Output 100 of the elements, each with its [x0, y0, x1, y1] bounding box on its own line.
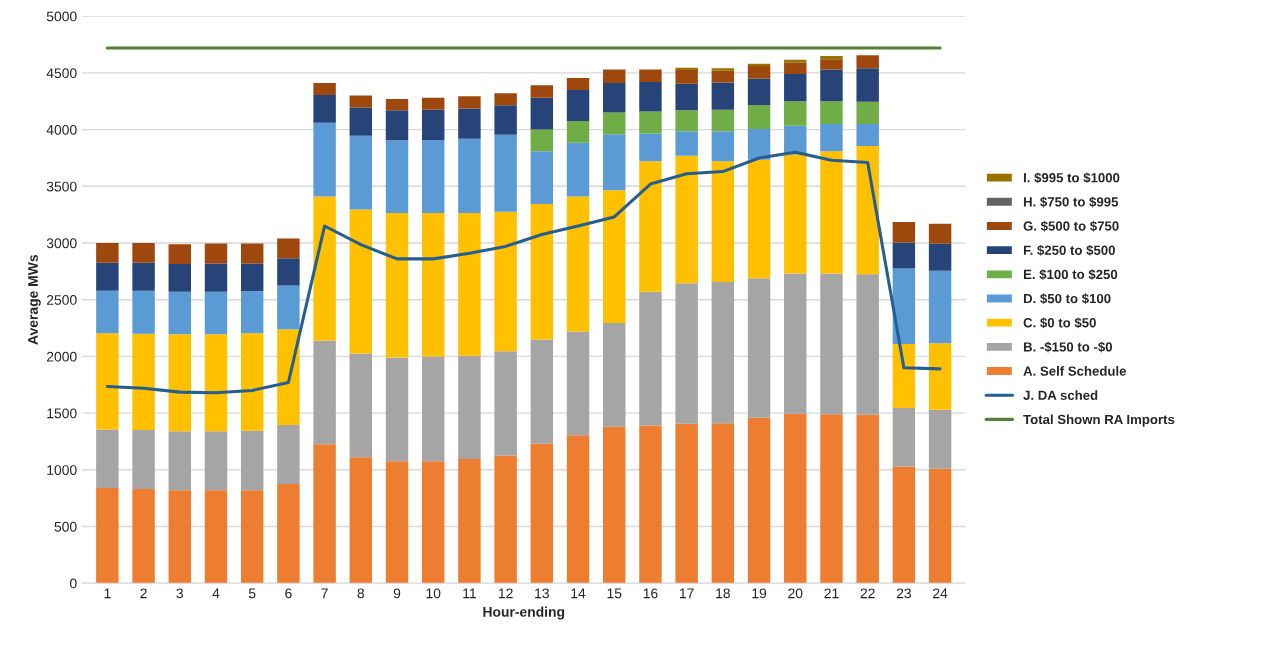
y-tick-label: 4500 — [46, 68, 77, 79]
legend-label: Total Shown RA Imports — [1023, 414, 1175, 427]
bar — [566, 78, 590, 90]
bar — [421, 97, 445, 110]
bar — [820, 123, 843, 152]
bar — [603, 322, 626, 427]
bar — [675, 70, 698, 84]
bar — [530, 129, 554, 152]
bar — [132, 489, 155, 584]
bar — [458, 108, 481, 139]
bar — [385, 140, 409, 213]
bar — [96, 487, 119, 584]
legend-label: J. DA sched — [1023, 390, 1098, 400]
bar — [530, 85, 554, 98]
bar — [421, 461, 445, 584]
y-tick-label: 3500 — [46, 181, 77, 192]
bar — [711, 68, 735, 71]
bar — [747, 417, 771, 584]
legend-label: H. $750 to $995 — [1023, 196, 1119, 208]
bar — [675, 67, 698, 71]
bar — [603, 190, 626, 323]
bar — [675, 423, 698, 584]
bar — [675, 155, 698, 284]
bar — [711, 423, 735, 584]
bar — [820, 59, 843, 70]
legend-label: B. -$150 to -$0 — [1023, 341, 1112, 353]
bar — [747, 159, 771, 279]
bar — [603, 69, 626, 84]
bar — [277, 285, 300, 330]
bar — [313, 444, 336, 584]
x-tick-label: 15 — [607, 588, 622, 599]
x-tick-label: 7 — [321, 588, 328, 599]
bar — [385, 461, 409, 584]
x-tick-label: 19 — [752, 588, 767, 599]
x-tick-label: 9 — [393, 588, 401, 599]
legend-label: A. Self Schedule — [1023, 366, 1127, 376]
bar — [820, 273, 843, 415]
x-tick-label: 8 — [357, 588, 365, 599]
bar — [240, 263, 264, 292]
x-tick-label: 24 — [933, 588, 948, 599]
x-axis-title: Hour-ending — [483, 606, 565, 620]
bar — [747, 105, 771, 130]
bar — [711, 161, 735, 283]
bar — [639, 161, 662, 292]
bar — [277, 238, 300, 259]
bar — [277, 425, 300, 484]
bar — [458, 459, 481, 584]
bar — [458, 96, 481, 109]
y-tick-label: 3000 — [46, 238, 77, 249]
bar — [820, 55, 843, 60]
x-tick-label: 20 — [788, 588, 803, 599]
x-tick-label: 11 — [463, 588, 476, 599]
y-tick-label: 1000 — [47, 465, 77, 475]
bar — [675, 283, 698, 424]
bar — [349, 209, 373, 354]
bar — [747, 129, 771, 160]
bar — [928, 270, 952, 344]
bar — [421, 212, 445, 357]
bar — [385, 110, 409, 141]
y-tick-label: 2000 — [46, 351, 77, 362]
x-tick-label: 16 — [643, 588, 658, 599]
bar — [530, 443, 554, 584]
bar — [928, 468, 952, 584]
bar — [566, 331, 590, 436]
bar — [603, 426, 626, 584]
bar — [856, 55, 879, 69]
bar — [168, 490, 192, 584]
bar — [892, 242, 916, 269]
bar — [820, 151, 843, 274]
bar — [132, 333, 155, 431]
bar — [96, 262, 119, 291]
bar — [566, 121, 590, 143]
bar — [856, 146, 879, 275]
bar — [96, 333, 119, 430]
bar — [168, 431, 192, 491]
bar — [313, 196, 336, 341]
bar — [603, 83, 626, 113]
bar — [747, 66, 771, 79]
bar — [639, 291, 662, 426]
bar — [856, 101, 879, 124]
y-tick-label: 0 — [69, 578, 77, 589]
x-tick-label: 18 — [716, 588, 730, 599]
x-tick-label: 3 — [176, 588, 184, 599]
bar — [675, 110, 698, 132]
bar — [639, 133, 662, 162]
legend-label: E. $100 to $250 — [1023, 269, 1118, 280]
bar — [132, 243, 155, 263]
y-tick-label: 4000 — [46, 124, 77, 135]
bar — [530, 203, 554, 340]
bar — [204, 291, 228, 335]
bar — [530, 339, 554, 444]
y-tick-label: 2500 — [46, 295, 77, 305]
bar — [784, 273, 807, 414]
bar — [856, 68, 879, 102]
x-tick-label: 14 — [571, 588, 586, 599]
legend-label: D. $50 to $100 — [1023, 293, 1111, 305]
bar — [639, 81, 662, 112]
x-tick-label: 1 — [104, 588, 111, 599]
y-axis-title: Average MWs — [28, 254, 41, 345]
bar — [747, 278, 771, 418]
